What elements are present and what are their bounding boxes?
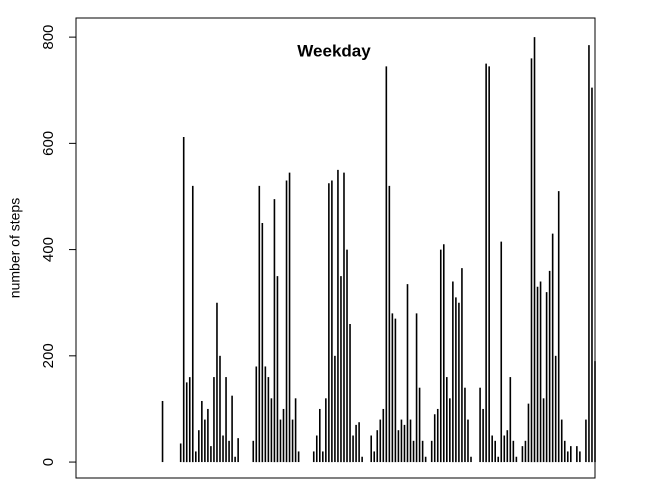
chart-title: Weekday — [297, 41, 371, 60]
y-tick-label: 200 — [40, 343, 57, 368]
y-tick-label: 400 — [40, 237, 57, 262]
y-tick-label: 600 — [40, 131, 57, 156]
y-axis-label: number of steps — [7, 198, 23, 298]
y-tick-label: 800 — [40, 25, 57, 50]
y-tick-label: 0 — [40, 458, 57, 466]
